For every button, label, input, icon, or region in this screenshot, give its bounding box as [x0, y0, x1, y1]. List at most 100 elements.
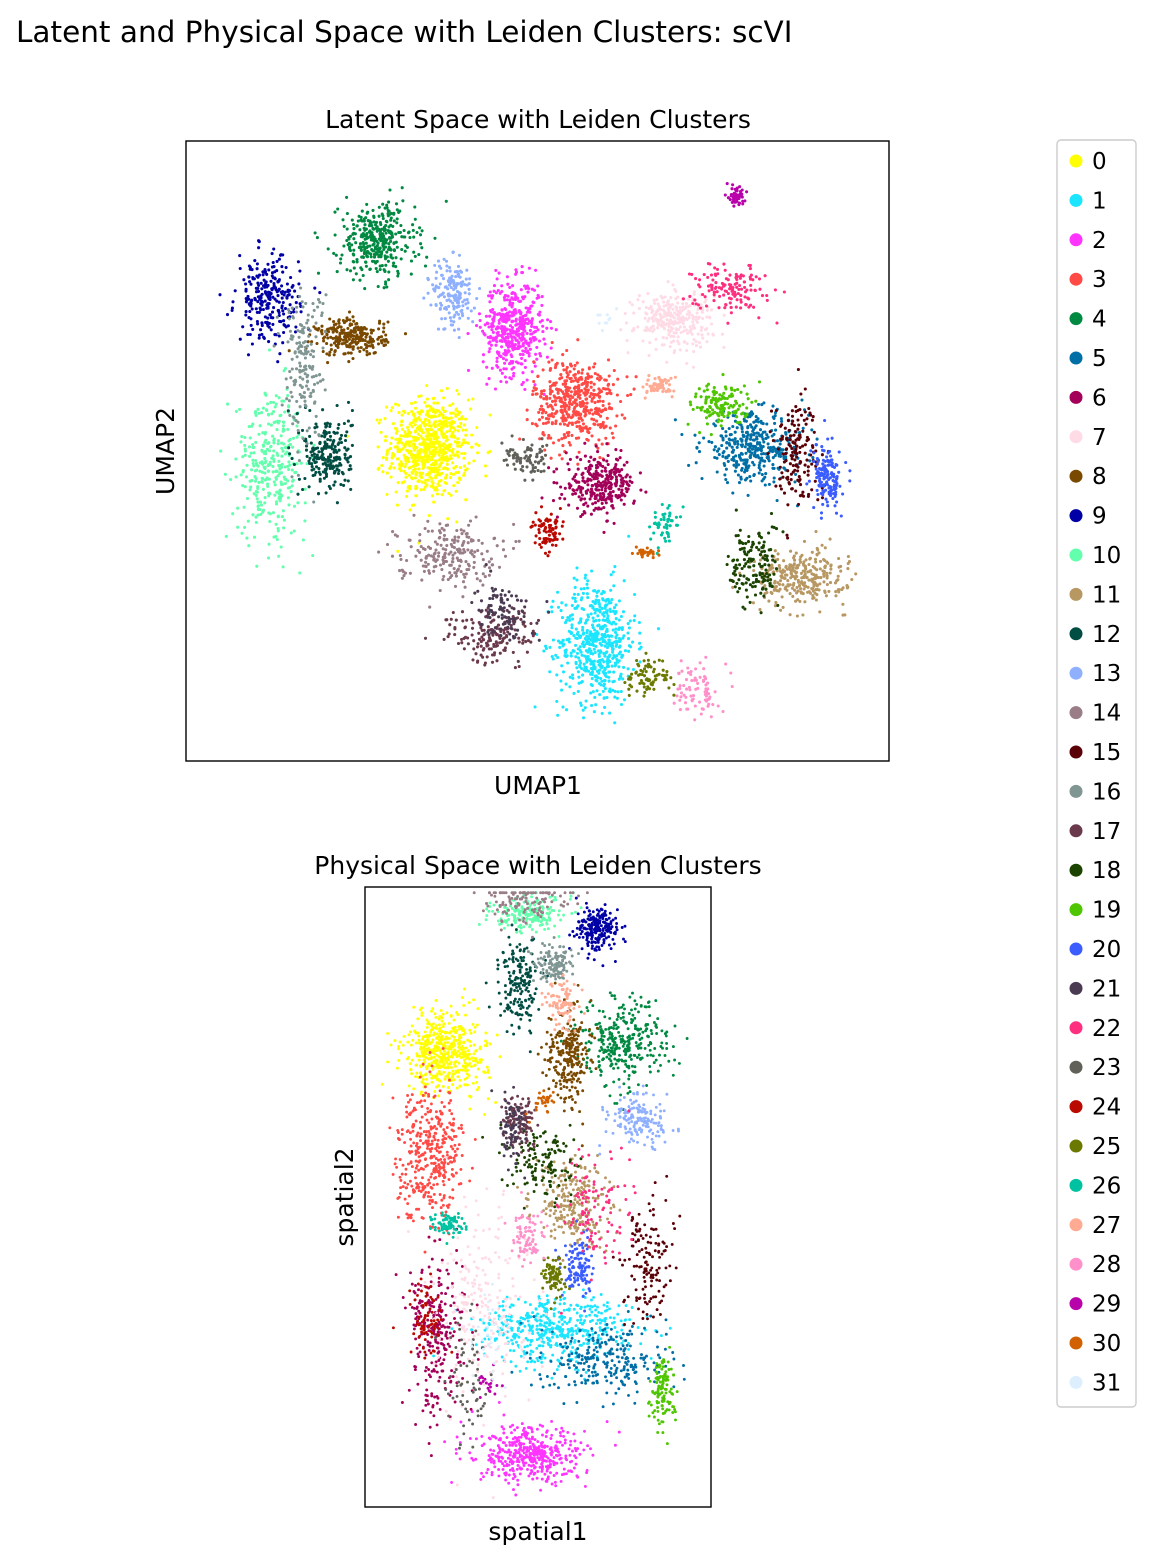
latent-cluster-13 [422, 250, 482, 340]
latent-point [464, 417, 468, 421]
latent-point [591, 616, 595, 620]
latent-point [311, 553, 315, 558]
latent-point [598, 649, 602, 653]
latent-point [255, 267, 259, 271]
latent-point [651, 319, 656, 323]
latent-point [565, 348, 569, 353]
latent-point [569, 416, 573, 420]
latent-point [252, 535, 257, 539]
latent-point [270, 271, 275, 275]
latent-point [417, 252, 421, 257]
latent-point [617, 665, 621, 669]
latent-point [442, 442, 446, 446]
latent-point [407, 473, 411, 477]
latent-point [440, 432, 444, 436]
latent-point [413, 217, 417, 221]
latent-point [571, 492, 575, 496]
latent-point [492, 284, 497, 288]
latent-point [639, 488, 643, 492]
latent-point [722, 449, 726, 454]
latent-point [632, 618, 636, 622]
latent-point [612, 368, 616, 373]
latent-point [620, 413, 624, 417]
latent-point [339, 433, 344, 437]
latent-point [457, 412, 461, 416]
latent-point [651, 315, 655, 319]
latent-point [619, 490, 624, 495]
latent-point [417, 394, 421, 398]
latent-point [420, 246, 424, 250]
latent-point [409, 401, 414, 405]
latent-point [593, 501, 598, 505]
latent-point [430, 468, 434, 472]
latent-point [444, 444, 448, 448]
latent-point [250, 342, 254, 346]
latent-point [602, 506, 606, 510]
latent-point [402, 469, 406, 473]
latent-point [759, 449, 763, 453]
latent-point [794, 599, 798, 603]
latent-point [549, 326, 554, 330]
latent-point [346, 479, 350, 483]
latent-point [570, 623, 574, 627]
latent-point [515, 347, 519, 351]
latent-point [270, 265, 274, 269]
latent-point [560, 492, 564, 496]
latent-point [613, 721, 617, 725]
latent-point [257, 432, 261, 436]
latent-point [351, 259, 355, 264]
latent-point [418, 426, 422, 430]
latent-cluster-2 [466, 265, 558, 396]
latent-point [749, 410, 754, 414]
latent-point [602, 671, 606, 675]
latent-point [699, 303, 703, 307]
latent-point [437, 458, 441, 462]
latent-point [691, 342, 695, 346]
latent-point [594, 466, 599, 470]
latent-point [435, 488, 439, 492]
latent-point [637, 307, 641, 311]
latent-point [792, 556, 796, 560]
latent-point [447, 457, 451, 461]
latent-point [463, 451, 467, 456]
latent-point [321, 462, 325, 466]
latent-point [288, 463, 292, 467]
latent-point [327, 430, 331, 435]
latent-point [342, 483, 346, 487]
latent-point [280, 265, 284, 269]
latent-point [564, 382, 568, 386]
latent-point [295, 435, 299, 439]
latent-point [581, 479, 585, 483]
latent-point [397, 210, 401, 214]
latent-point [443, 450, 447, 454]
latent-point [550, 405, 554, 409]
latent-point [488, 314, 492, 318]
latent-point [609, 471, 613, 475]
latent-point [335, 431, 339, 435]
latent-point [396, 271, 400, 276]
latent-point [625, 460, 629, 464]
latent-point [351, 337, 355, 341]
latent-point [497, 321, 501, 325]
latent-point [788, 565, 792, 569]
latent-point [413, 430, 417, 434]
latent-point [622, 698, 627, 702]
latent-point [261, 300, 265, 304]
latent-point [573, 492, 578, 496]
latent-point [802, 539, 807, 543]
latent-point [600, 606, 604, 610]
latent-point [605, 392, 609, 396]
latent-point [573, 479, 577, 483]
latent-point [484, 314, 488, 318]
latent-point [608, 388, 612, 393]
latent-point [575, 488, 579, 492]
latent-point [509, 314, 513, 318]
latent-point [525, 418, 529, 422]
latent-point [449, 424, 453, 428]
latent-point [297, 477, 301, 481]
latent-point [796, 589, 800, 593]
latent-point [282, 319, 286, 323]
latent-point [845, 584, 849, 588]
latent-point [763, 475, 767, 479]
latent-point [506, 345, 510, 349]
